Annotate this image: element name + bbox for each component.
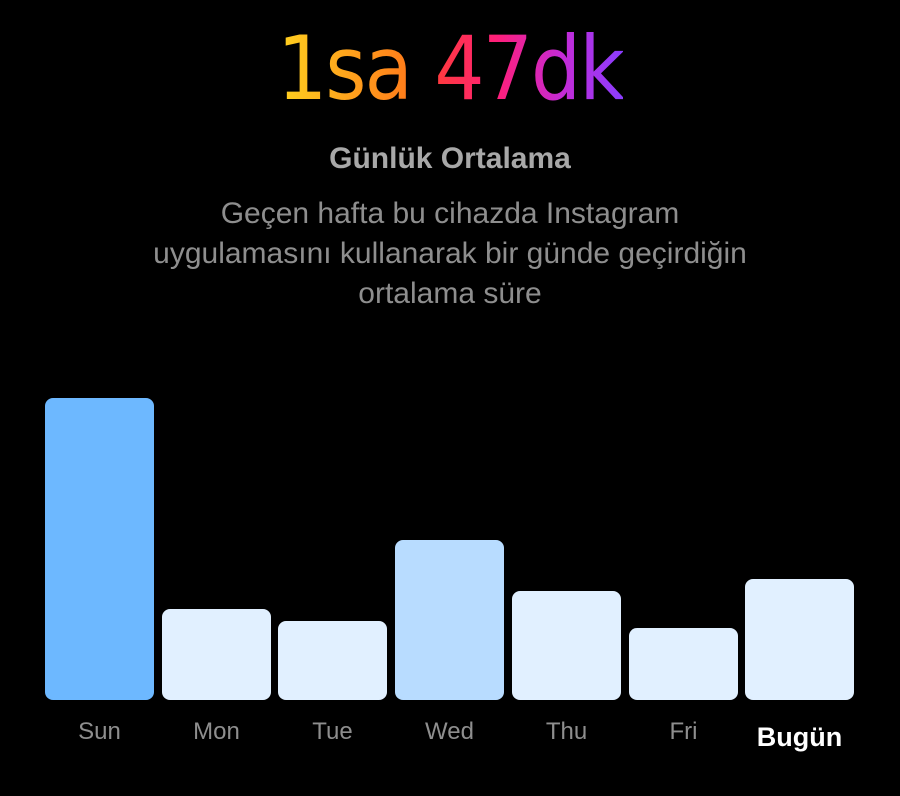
bar-tue[interactable] [278, 621, 387, 700]
bar-fri[interactable] [629, 628, 738, 700]
bar-mon[interactable] [162, 609, 271, 700]
daily-average-title: Günlük Ortalama [329, 142, 571, 175]
bar-wed[interactable] [395, 540, 504, 700]
daily-average-time: 1sa 47dk [0, 14, 900, 124]
bar-bugün[interactable] [745, 579, 854, 700]
day-label-mon[interactable]: Mon [193, 718, 240, 745]
bar-thu[interactable] [512, 591, 621, 700]
day-label-thu[interactable]: Thu [545, 718, 588, 745]
day-label-tue[interactable]: Tue [312, 718, 353, 745]
day-label-bugün[interactable]: Bugün [756, 722, 843, 752]
hours-value: 1sa [276, 17, 413, 120]
daily-average-description: Geçen hafta bu cihazda Instagram uygulam… [153, 197, 747, 310]
bar-sun[interactable] [45, 398, 154, 700]
day-label-wed[interactable]: Wed [425, 718, 474, 745]
minutes-value: 47dk [434, 17, 625, 120]
day-label-fri[interactable]: Fri [669, 718, 698, 745]
day-label-sun[interactable]: Sun [78, 718, 121, 745]
